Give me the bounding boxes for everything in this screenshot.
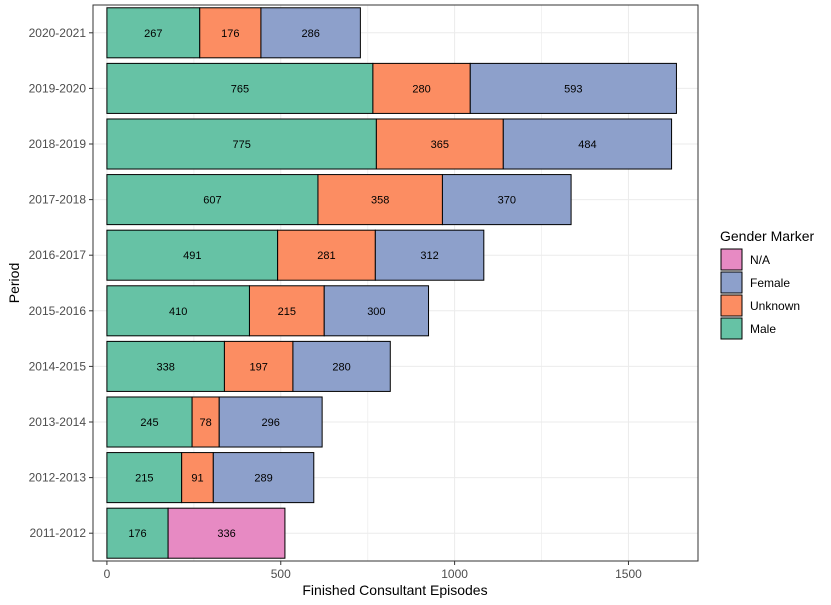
bar-unknown-2019-2020: [372, 62, 471, 114]
x-axis-title: Finished Consultant Episodes: [302, 582, 487, 598]
data-label: 365: [431, 139, 449, 151]
legend-title: Gender Marker: [720, 228, 814, 244]
bars-layer: 176 336 215 91 289 245 78 296 338 197 280 410 215 300…: [106, 7, 677, 559]
bar-female-2018-2019: [502, 118, 673, 170]
data-label: 593: [564, 83, 582, 95]
data-label: 91: [191, 473, 203, 485]
y-tick-label: 2018-2019: [29, 137, 87, 151]
legend-key-n-a: [720, 248, 743, 271]
data-label: 176: [128, 528, 146, 540]
data-label: 197: [249, 361, 267, 373]
bar-male-2016-2017: [106, 229, 279, 281]
y-tick-label: 2012-2013: [29, 471, 87, 485]
bar-male-2017-2018: [106, 174, 319, 226]
y-axis-title: Period: [6, 263, 22, 303]
data-label: 296: [261, 417, 279, 429]
bar-male-2013-2014: [106, 396, 193, 448]
bar-female-2020-2021: [260, 7, 361, 59]
y-tick-label: 2013-2014: [29, 415, 87, 429]
data-label: 336: [217, 528, 235, 540]
legend-key-unknown: [720, 294, 743, 317]
x-tick-label: 1500: [615, 567, 642, 581]
data-label: 358: [371, 195, 389, 207]
legend-label: Male: [750, 322, 776, 336]
bar-female-2016-2017: [374, 229, 485, 281]
legend-label: Female: [750, 276, 790, 290]
y-tick-label: 2020-2021: [29, 26, 87, 40]
x-tick-label: 500: [271, 567, 291, 581]
y-tick-label: 2015-2016: [29, 304, 87, 318]
data-label: 775: [232, 139, 250, 151]
data-label: 765: [231, 83, 249, 95]
data-label: 312: [420, 250, 438, 262]
bar-female-2019-2020: [469, 62, 677, 114]
y-tick-label: 2017-2018: [29, 193, 87, 207]
x-tick-label: 0: [104, 567, 111, 581]
bar-male-2011-2012: [106, 507, 169, 559]
y-tick-label: 2014-2015: [29, 359, 87, 373]
bar-male-2014-2015: [106, 340, 225, 392]
data-label: 176: [221, 28, 239, 40]
data-label: 215: [278, 306, 296, 318]
bar-female-2012-2013: [212, 452, 315, 504]
y-tick-label: 2016-2017: [29, 248, 87, 262]
data-label: 215: [135, 473, 153, 485]
legend: Gender Marker N/A Female Unknown Male: [720, 228, 814, 340]
bar-male-2020-2021: [106, 7, 201, 59]
data-label: 410: [169, 306, 187, 318]
bar-male-2015-2016: [106, 285, 250, 337]
bar-male-2012-2013: [106, 452, 183, 504]
x-axis: 0 500 1000 1500: [104, 561, 642, 581]
legend-key-female: [720, 271, 743, 294]
legend-label: N/A: [750, 253, 770, 267]
bar-unknown-2012-2013: [181, 452, 214, 504]
data-label: 78: [200, 417, 212, 429]
data-label: 286: [301, 28, 319, 40]
data-label: 289: [254, 473, 272, 485]
bar-unknown-2020-2021: [199, 7, 262, 59]
y-axis: 2011-2012 2012-2013 2013-2014 2014-2015 2015…: [29, 26, 93, 540]
bar-unknown-2013-2014: [191, 396, 220, 448]
y-tick-label: 2019-2020: [29, 81, 87, 95]
bar-female-2013-2014: [218, 396, 323, 448]
data-label: 281: [317, 250, 335, 262]
data-label: 338: [156, 361, 174, 373]
data-label: 607: [203, 195, 221, 207]
data-label: 267: [144, 28, 162, 40]
legend-label: Unknown: [750, 299, 800, 313]
x-tick-label: 1000: [441, 567, 468, 581]
y-tick-label: 2011-2012: [30, 526, 87, 540]
bar-unknown-2014-2015: [223, 340, 294, 392]
panel-border: [92, 4, 699, 562]
data-label: 484: [578, 139, 596, 151]
bar-n-a-2011-2012: [167, 507, 286, 559]
legend-key-male: [720, 317, 743, 340]
data-label: 280: [412, 83, 430, 95]
data-label: 280: [332, 361, 350, 373]
bar-female-2015-2016: [323, 285, 430, 337]
bar-female-2017-2018: [441, 174, 572, 226]
data-label: 491: [183, 250, 201, 262]
bar-female-2014-2015: [292, 340, 391, 392]
data-label: 300: [367, 306, 385, 318]
data-label: 370: [498, 195, 516, 207]
data-label: 245: [140, 417, 158, 429]
